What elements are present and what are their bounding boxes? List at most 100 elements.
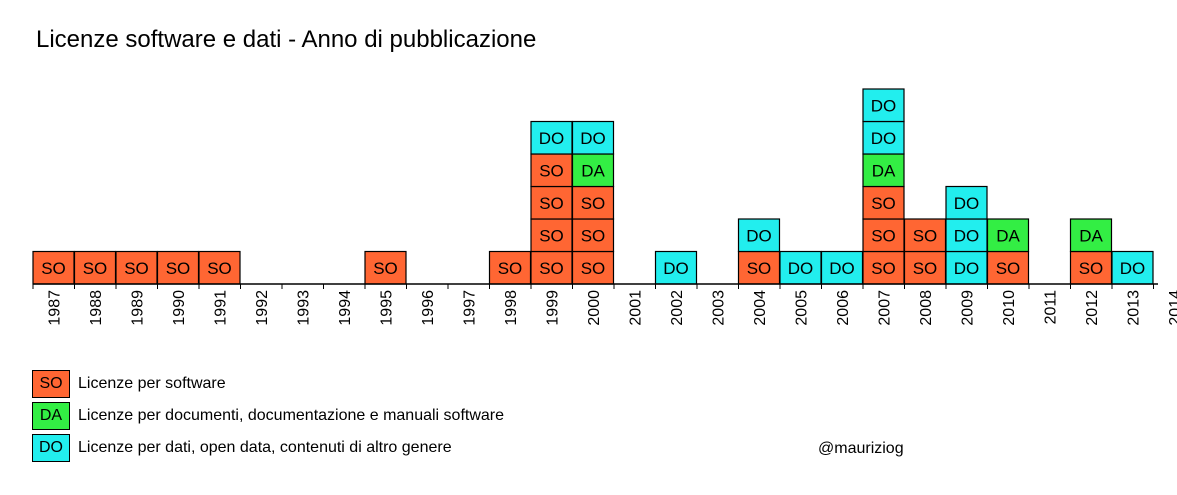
block-label-2010-2: DA [996,226,1020,245]
block-label-2013-1: DO [1120,259,1146,278]
block-2000-4 [571,153,615,188]
block-2000-1 [571,250,615,285]
x-tick-label-2012: 2012 [1084,290,1101,326]
block-label-2000-3: SO [581,194,606,213]
x-tick-label-1988: 1988 [88,290,105,326]
block-1999-5 [530,120,573,155]
x-tick-label-1993: 1993 [296,290,313,326]
legend-label-da: Licenze per documenti, documentazione e … [78,407,505,424]
x-tick-label-1996: 1996 [420,290,437,326]
block-2007-3 [862,185,905,220]
x-tick-label-1989: 1989 [130,290,147,326]
author-credit: @mauriziog [818,440,904,457]
x-tick-label-1992: 1992 [254,290,271,326]
block-1987-1 [32,250,75,285]
block-2007-5 [862,120,905,155]
x-tick-label-2006: 2006 [835,290,852,326]
block-label-1988-1: SO [83,259,108,278]
block-label-2010-1: SO [996,259,1021,278]
chart-title: Licenze software e dati - Anno di pubbli… [36,26,537,53]
block-label-1987-1: SO [41,259,66,278]
block-label-2008-2: SO [913,226,938,245]
block-label-1989-1: SO [124,259,149,278]
x-tick-label-1997: 1997 [462,290,479,326]
legend-swatch-so: SO [32,370,70,398]
block-label-2000-1: SO [581,259,606,278]
x-tick-label-2003: 2003 [711,290,728,326]
block-label-2007-6: DO [871,96,897,115]
block-label-2009-1: DO [954,259,980,278]
x-tick-label-2007: 2007 [877,290,894,326]
block-label-2002-1: DO [663,259,689,278]
x-tick-label-2014: 2014 [1167,290,1177,326]
x-tick-label-2002: 2002 [669,290,686,326]
x-tick-label-1987: 1987 [47,290,64,326]
block-label-2004-1: SO [747,259,772,278]
block-1995-1 [364,250,407,285]
legend-swatch-da: DA [32,402,70,430]
block-2004-2 [737,218,781,253]
block-2007-6 [862,88,905,123]
x-tick-label-2008: 2008 [918,290,935,326]
block-1989-1 [115,250,158,285]
block-label-1999-4: SO [539,161,564,180]
block-label-2007-4: DA [872,161,896,180]
x-tick-label-1990: 1990 [171,290,188,326]
x-tick-label-1995: 1995 [379,290,396,326]
block-2002-1 [654,250,698,285]
legend-item-da: DA Licenze per documenti, documentazione… [32,400,504,432]
block-2006-1 [820,250,864,285]
block-label-2004-2: DO [746,226,772,245]
block-label-1998-1: SO [498,259,523,278]
x-tick-label-2010: 2010 [1001,290,1018,326]
block-label-1999-2: SO [539,226,564,245]
block-label-2000-2: SO [581,226,606,245]
block-2010-2 [986,218,1030,253]
block-2009-3 [945,185,988,220]
legend-swatch-do: DO [32,434,70,462]
x-tick-label-2013: 2013 [1126,290,1143,326]
legend-label-so: Licenze per software [78,375,226,392]
block-label-2009-2: DO [954,226,980,245]
block-label-2006-1: DO [829,259,855,278]
block-label-2007-5: DO [871,129,897,148]
stacked-block-chart: SO 1987 SO 1988 SO 1989 SO 1990 SO 1991 1992 1993 19… [32,88,1177,326]
block-2000-5 [571,120,615,155]
block-2000-3 [571,185,615,220]
block-label-1995-1: SO [373,259,398,278]
block-label-2007-1: SO [871,259,896,278]
block-label-2005-1: DO [788,259,814,278]
block-2012-2 [1069,218,1113,253]
block-label-1999-5: DO [539,129,565,148]
block-1998-1 [488,250,532,285]
block-label-2008-1: SO [913,259,938,278]
x-tick-label-1991: 1991 [213,290,230,326]
block-label-1990-1: SO [166,259,191,278]
block-label-2007-3: SO [871,194,896,213]
block-1991-1 [198,250,241,285]
block-label-2009-3: DO [954,194,980,213]
block-label-2012-1: SO [1079,259,1104,278]
legend-item-so: SO Licenze per software [32,368,504,400]
x-tick-label-2001: 2001 [628,290,645,326]
block-2007-4 [862,153,905,188]
x-tick-label-2004: 2004 [752,290,769,326]
x-tick-label-2000: 2000 [586,290,603,326]
x-tick-label-1999: 1999 [545,290,562,326]
block-label-1999-1: SO [539,259,564,278]
block-label-1999-3: SO [539,194,564,213]
x-tick-label-2005: 2005 [794,290,811,326]
x-tick-label-2011: 2011 [1043,290,1060,325]
x-tick-label-1998: 1998 [503,290,520,326]
legend: SO Licenze per software DA Licenze per d… [32,368,504,464]
block-label-1991-1: SO [207,259,232,278]
block-label-2007-2: SO [871,226,896,245]
block-label-2012-2: DA [1079,226,1103,245]
block-1999-4 [530,153,573,188]
block-2007-2 [862,218,905,253]
block-2013-1 [1111,250,1154,285]
block-2000-2 [571,218,615,253]
block-label-2000-5: DO [580,129,606,148]
block-label-2000-4: DA [581,161,605,180]
x-tick-label-1994: 1994 [337,290,354,326]
